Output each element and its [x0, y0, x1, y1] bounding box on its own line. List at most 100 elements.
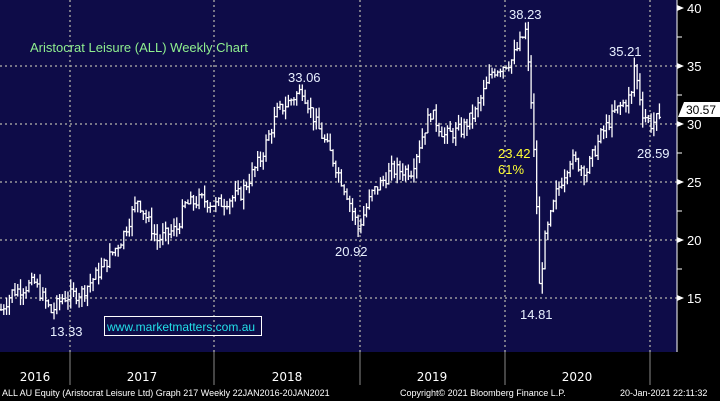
ohlc-bar — [63, 290, 67, 303]
ohlc-bar — [164, 221, 168, 242]
ohlc-bar — [46, 299, 50, 308]
ohlc-bar — [599, 127, 603, 144]
ohlc-bar — [7, 294, 11, 315]
ohlc-bar — [420, 128, 424, 149]
y-tick-label: 25 — [687, 175, 701, 190]
ohlc-bar — [563, 169, 567, 193]
ohlc-bar — [384, 172, 388, 189]
ohlc-bar — [236, 180, 240, 196]
ohlc-bar — [41, 287, 45, 301]
ohlc-bar — [423, 132, 427, 145]
ohlc-bar — [415, 153, 419, 179]
ohlc-bar — [524, 22, 528, 40]
ohlc-bar — [250, 162, 254, 187]
ohlc-bar — [186, 199, 190, 205]
ohlc-bar — [2, 304, 6, 316]
ohlc-bar — [323, 134, 327, 143]
ohlc-bar — [643, 109, 647, 123]
y-tick-marker — [677, 179, 684, 185]
ohlc-bar — [493, 68, 497, 78]
ohlc-bar — [616, 105, 620, 114]
ohlc-bar — [649, 113, 653, 133]
ohlc-bar — [496, 70, 500, 77]
ohlc-bar — [161, 223, 165, 246]
footer-timestamp: 20-Jan-2021 22:11:32 — [620, 388, 708, 398]
ohlc-bar — [155, 224, 159, 250]
ohlc-bar — [532, 93, 536, 158]
ohlc-bar — [454, 122, 458, 146]
ohlc-bar — [292, 97, 296, 106]
ohlc-bar — [339, 169, 343, 187]
footer-copyright: Copyright© 2021 Bloomberg Finance L.P. — [400, 388, 566, 398]
ohlc-bar — [657, 103, 661, 120]
ohlc-bar — [473, 106, 477, 123]
ohlc-bar — [270, 128, 274, 144]
ohlc-bar — [370, 189, 374, 202]
ohlc-bar — [253, 166, 257, 178]
ohlc-bar — [99, 257, 103, 280]
ohlc-bar — [295, 91, 299, 106]
ohlc-bar — [228, 198, 232, 215]
ohlc-bar — [549, 209, 553, 227]
ohlc-bar — [476, 96, 480, 118]
ohlc-bar — [303, 89, 307, 105]
ohlc-bar — [431, 109, 435, 120]
watermark-box — [104, 316, 262, 336]
ohlc-bar — [52, 302, 56, 320]
ohlc-bar — [108, 243, 112, 269]
ohlc-bar — [245, 181, 249, 191]
ohlc-bar — [468, 112, 472, 130]
ohlc-bar — [482, 79, 486, 106]
ohlc-bar — [462, 118, 466, 139]
ohlc-bar — [465, 118, 469, 136]
ohlc-bar — [518, 31, 522, 52]
ohlc-bar — [560, 177, 564, 189]
y-tick-label: 20 — [687, 233, 701, 248]
ohlc-bar — [641, 91, 645, 128]
ohlc-bar — [10, 289, 14, 303]
ohlc-bar — [94, 267, 98, 281]
ohlc-bar — [272, 106, 276, 138]
ohlc-bar — [300, 84, 304, 101]
ohlc-bar — [577, 157, 581, 172]
ohlc-bar — [529, 55, 533, 109]
ohlc-bar — [376, 186, 380, 195]
ohlc-bar — [540, 262, 544, 294]
ohlc-bar — [111, 251, 115, 256]
ohlc-bar — [373, 186, 377, 195]
ohlc-bars — [0, 21, 661, 320]
ohlc-bar — [367, 189, 371, 210]
ohlc-bar — [141, 210, 145, 220]
ohlc-bar — [91, 278, 95, 292]
last-price-tag: 30.57 — [678, 102, 720, 117]
ohlc-bar — [19, 279, 23, 306]
y-tick-label: 15 — [687, 291, 701, 306]
ohlc-bar — [21, 288, 25, 305]
ohlc-bar — [512, 39, 516, 65]
ohlc-bar — [543, 230, 547, 270]
ohlc-bar — [507, 61, 511, 72]
ohlc-bar — [359, 218, 363, 234]
ohlc-bar — [264, 134, 268, 162]
ohlc-bar — [309, 97, 313, 118]
ohlc-bar — [342, 184, 346, 196]
ohlc-bar — [590, 149, 594, 167]
ohlc-bar — [44, 287, 48, 309]
ohlc-bar — [627, 86, 631, 114]
ohlc-bar — [261, 152, 265, 170]
ohlc-bar — [635, 64, 639, 90]
ohlc-bar — [147, 211, 151, 223]
ohlc-bar — [392, 160, 396, 179]
ohlc-bar — [72, 282, 76, 298]
annotation-low-2020: 14.81 — [520, 307, 553, 322]
ohlc-bar — [618, 101, 622, 115]
y-tick-marker — [677, 121, 684, 127]
grid — [0, 0, 677, 352]
ohlc-bar — [200, 192, 204, 199]
ohlc-bar — [169, 224, 173, 239]
ohlc-bar — [152, 224, 156, 242]
ohlc-bar — [585, 168, 589, 183]
ohlc-bar — [515, 41, 519, 52]
ohlc-bar — [320, 122, 324, 139]
ohlc-bar — [604, 114, 608, 139]
